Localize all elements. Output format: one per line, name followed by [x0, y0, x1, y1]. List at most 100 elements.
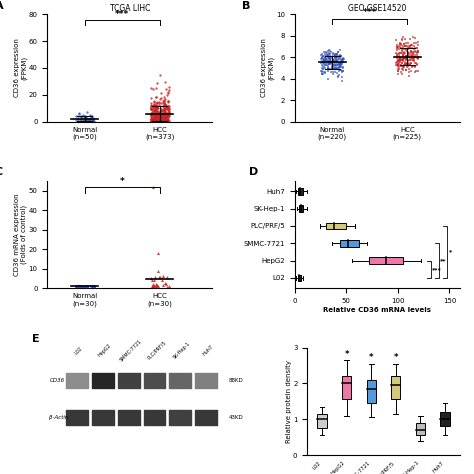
Point: [329, 63, 337, 71]
Point: [74, 118, 82, 125]
Point: [339, 54, 346, 61]
Point: [161, 104, 169, 111]
Point: [401, 60, 409, 67]
Point: [335, 67, 343, 74]
Point: [151, 104, 158, 111]
Point: [154, 117, 161, 124]
Point: [162, 118, 169, 125]
Bar: [416, 423, 425, 435]
Bar: [298, 188, 303, 194]
Point: [408, 52, 416, 60]
Point: [152, 114, 159, 122]
Point: [89, 115, 97, 123]
Point: [339, 64, 347, 72]
Point: [324, 52, 331, 60]
Point: [160, 100, 168, 107]
Point: [402, 54, 410, 61]
Point: [77, 284, 85, 292]
Point: [414, 47, 422, 55]
Point: [401, 49, 408, 57]
Point: [327, 48, 335, 55]
Point: [320, 57, 328, 65]
Point: [334, 53, 341, 60]
Point: [406, 57, 413, 64]
Point: [156, 110, 164, 118]
Point: [155, 113, 162, 121]
Point: [163, 103, 170, 110]
Point: [413, 61, 421, 69]
Point: [393, 61, 401, 69]
Point: [148, 110, 156, 118]
Point: [154, 118, 162, 125]
Point: [394, 63, 402, 70]
Point: [326, 46, 333, 54]
Point: [154, 114, 161, 121]
Point: [397, 44, 405, 51]
Point: [155, 115, 163, 122]
Point: [407, 47, 414, 55]
Point: [335, 64, 342, 72]
Point: [161, 115, 168, 122]
Point: [411, 60, 419, 67]
Point: [162, 115, 170, 122]
Point: [155, 100, 163, 107]
Point: [411, 64, 419, 71]
Point: [402, 55, 410, 62]
Point: [79, 283, 86, 291]
Point: [333, 50, 340, 57]
Point: [399, 64, 407, 72]
Point: [149, 116, 157, 124]
Point: [410, 49, 418, 56]
Point: [331, 50, 339, 58]
Point: [156, 105, 164, 112]
Point: [410, 53, 417, 61]
Point: [149, 118, 157, 125]
Point: [319, 55, 327, 62]
Point: [72, 117, 80, 124]
Point: [153, 105, 161, 112]
Point: [400, 40, 408, 48]
Point: [147, 105, 155, 113]
Point: [151, 105, 159, 112]
Point: [155, 114, 163, 122]
Point: [147, 114, 155, 122]
Point: [402, 52, 410, 60]
Point: [158, 112, 166, 119]
Point: [159, 102, 166, 110]
Point: [398, 60, 406, 67]
Point: [339, 58, 346, 65]
Point: [82, 113, 90, 121]
Y-axis label: CD36 expression
(FPKM): CD36 expression (FPKM): [14, 38, 27, 98]
Point: [165, 107, 173, 114]
Point: [399, 59, 406, 67]
Point: [325, 60, 333, 68]
Text: CD36: CD36: [49, 378, 64, 383]
Point: [154, 109, 162, 116]
Point: [148, 117, 155, 124]
Point: [337, 52, 345, 60]
Point: [407, 47, 415, 55]
Point: [409, 48, 417, 55]
Point: [151, 113, 159, 120]
Point: [325, 61, 333, 68]
Point: [402, 54, 410, 61]
Point: [321, 68, 328, 76]
Point: [398, 35, 406, 43]
Point: [401, 58, 409, 65]
Point: [328, 64, 336, 72]
Point: [153, 107, 161, 114]
Point: [160, 93, 167, 101]
Point: [163, 116, 170, 123]
Point: [335, 61, 343, 68]
Point: [331, 51, 339, 58]
Point: [405, 51, 412, 59]
Point: [162, 114, 169, 122]
Point: [162, 117, 169, 125]
Point: [161, 95, 169, 103]
Point: [395, 70, 402, 78]
Point: [163, 113, 171, 120]
Point: [318, 53, 325, 61]
Point: [89, 283, 97, 291]
Point: [153, 100, 160, 107]
Text: ***: ***: [363, 9, 377, 18]
